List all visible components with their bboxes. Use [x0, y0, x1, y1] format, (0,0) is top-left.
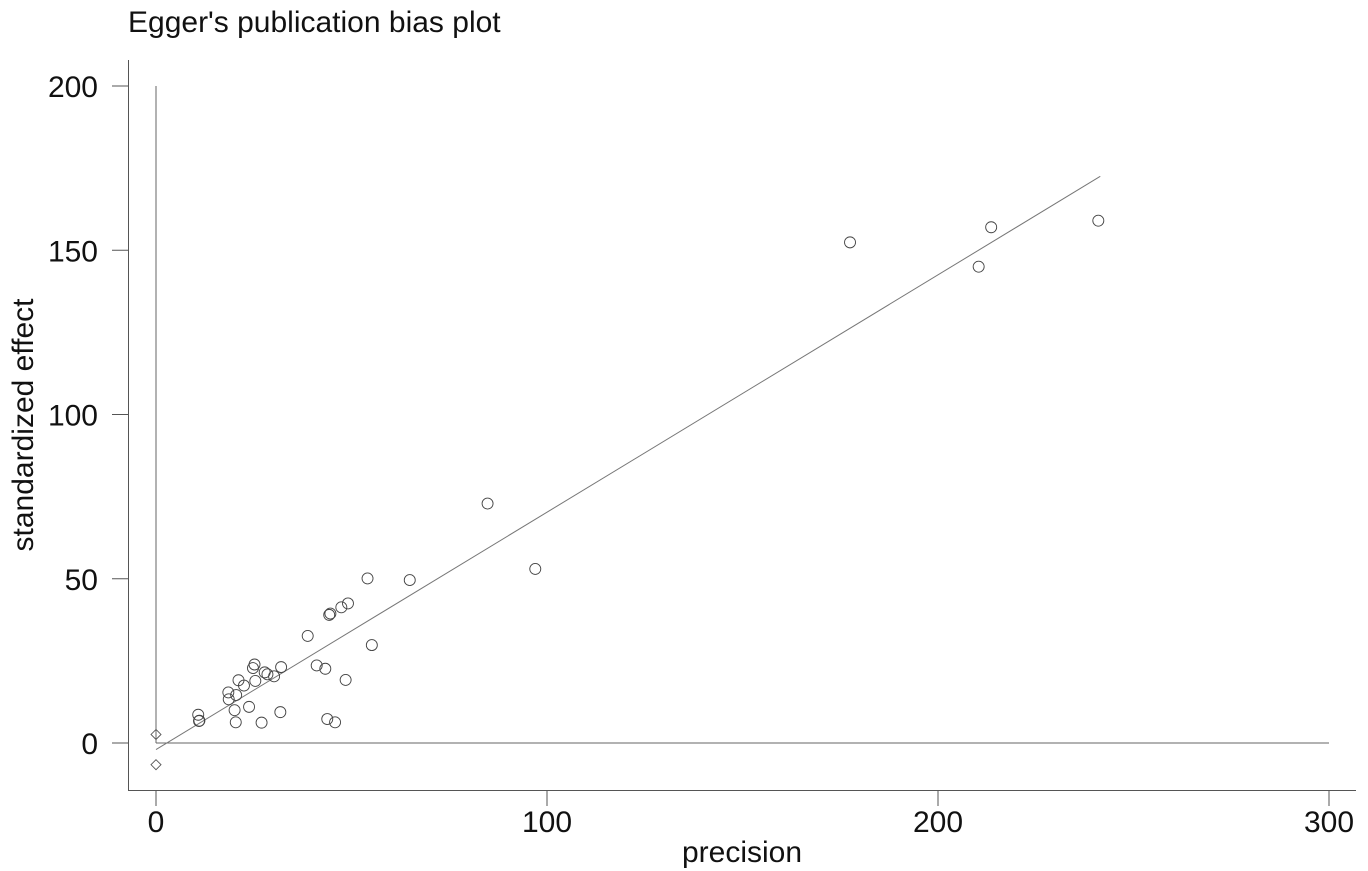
- data-point: [403, 574, 416, 587]
- reference-lines: [155, 86, 1329, 744]
- y-axis-title: standardized effect: [7, 298, 40, 552]
- y-tick-label: 50: [65, 564, 98, 597]
- regression-line: [155, 175, 1101, 750]
- data-point: [192, 708, 205, 721]
- y-tick-label: 0: [81, 728, 98, 761]
- data-point: [319, 662, 332, 675]
- data-point: [324, 607, 337, 620]
- data-point: [329, 716, 342, 729]
- x-tick-label: 200: [913, 806, 963, 839]
- data-point: [481, 497, 494, 510]
- regression-line-group: [155, 175, 1101, 750]
- data-point: [255, 716, 268, 729]
- data-point: [310, 659, 323, 672]
- axis-ticks: 0 50 100 150 200 0 100 200 300: [48, 71, 1354, 839]
- x-tick-label: 300: [1304, 806, 1354, 839]
- data-point: [365, 639, 378, 652]
- data-point: [229, 716, 242, 729]
- x-tick-label: 0: [148, 806, 165, 839]
- x-axis-title: precision: [682, 836, 802, 869]
- data-point: [301, 629, 314, 642]
- data-point: [335, 601, 348, 614]
- data-point: [339, 673, 352, 686]
- x-tick-label: 100: [522, 806, 572, 839]
- ci-diamond-marker: [150, 728, 162, 741]
- data-point: [274, 706, 287, 719]
- data-point: [243, 700, 256, 713]
- data-point: [361, 572, 374, 585]
- data-point: [193, 714, 206, 727]
- data-point: [342, 597, 354, 610]
- data-point: [222, 693, 235, 706]
- data-point: [1092, 214, 1105, 227]
- data-point: [248, 658, 261, 671]
- data-points: [150, 214, 1105, 771]
- data-point: [268, 670, 281, 683]
- data-point: [323, 608, 336, 621]
- data-point: [985, 221, 998, 234]
- y-tick-label: 100: [48, 400, 98, 433]
- data-point: [230, 689, 243, 701]
- data-point: [321, 713, 334, 725]
- y-tick-label: 200: [48, 71, 98, 104]
- ci-diamond-marker: [150, 759, 162, 771]
- y-tick-label: 150: [48, 235, 98, 268]
- data-point: [972, 260, 985, 273]
- data-point: [844, 236, 856, 249]
- data-point: [238, 679, 250, 692]
- data-point: [222, 686, 235, 699]
- data-point: [249, 674, 262, 687]
- data-point: [529, 562, 542, 575]
- data-point: [275, 661, 288, 674]
- chart-title: Egger's publication bias plot: [128, 6, 501, 39]
- data-point: [261, 668, 274, 681]
- data-point: [228, 704, 241, 717]
